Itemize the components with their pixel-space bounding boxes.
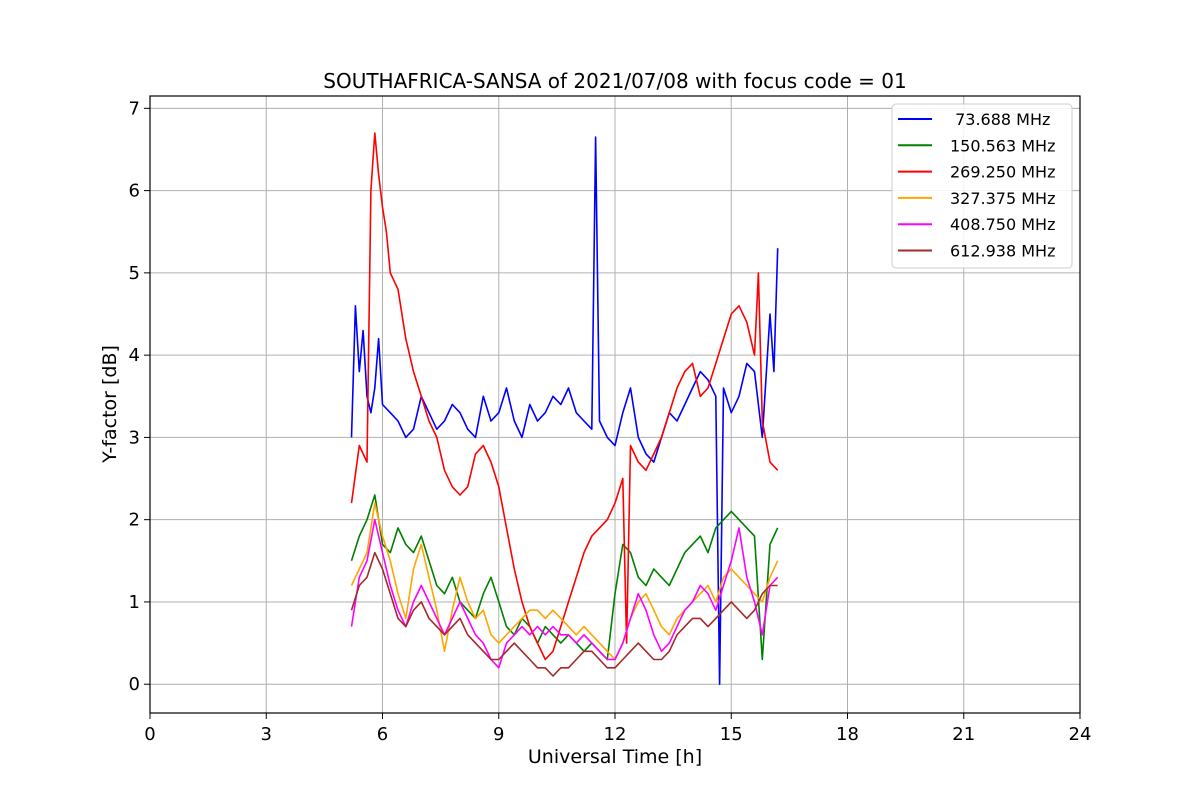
x-tick-label: 12 <box>604 724 627 745</box>
x-tick-label: 6 <box>377 724 388 745</box>
x-tick-label: 18 <box>836 724 859 745</box>
x-axis-label: Universal Time [h] <box>528 746 702 768</box>
x-tick-label: 3 <box>261 724 272 745</box>
legend-entry: 150.563 MHz <box>950 136 1055 155</box>
series-layer <box>350 132 779 686</box>
series-line-4 <box>350 518 779 669</box>
legend-box <box>891 103 1073 269</box>
y-tick-label: 5 <box>129 263 140 284</box>
y-tick-label: 3 <box>129 427 140 448</box>
x-tick-label: 24 <box>1069 724 1092 745</box>
x-tick-label: 9 <box>493 724 504 745</box>
series-line-5 <box>350 551 778 677</box>
y-tick-label: 6 <box>129 181 140 202</box>
x-tick-label: 21 <box>952 724 975 745</box>
y-tick-label: 0 <box>129 674 140 695</box>
y-tick-label: 4 <box>129 345 140 366</box>
y-tick-label: 7 <box>129 98 140 119</box>
legend-entry: 269.250 MHz <box>950 163 1055 182</box>
legend-entry: 612.938 MHz <box>950 242 1055 261</box>
legend-entry: 73.688 MHz <box>950 110 1050 129</box>
y-tick-label: 1 <box>129 592 140 613</box>
legend-entry: 327.375 MHz <box>950 189 1055 208</box>
x-tick-label: 0 <box>144 724 155 745</box>
y-tick-label: 2 <box>129 510 140 531</box>
series-line-2 <box>350 132 779 661</box>
series-line-1 <box>350 494 779 661</box>
grid-layer <box>149 96 1081 713</box>
x-tick-label: 15 <box>720 724 743 745</box>
series-line-3 <box>350 502 779 661</box>
legend: 73.688 MHz 150.563 MHz 269.250 MHz 327.375 … <box>891 103 1073 269</box>
legend-entry: 408.750 MHz <box>950 215 1055 234</box>
y-axis-label: Y-factor [dB] <box>99 345 121 464</box>
chart-title: SOUTHAFRICA-SANSA of 2021/07/08 with foc… <box>323 69 907 93</box>
series-line-0 <box>350 136 779 686</box>
